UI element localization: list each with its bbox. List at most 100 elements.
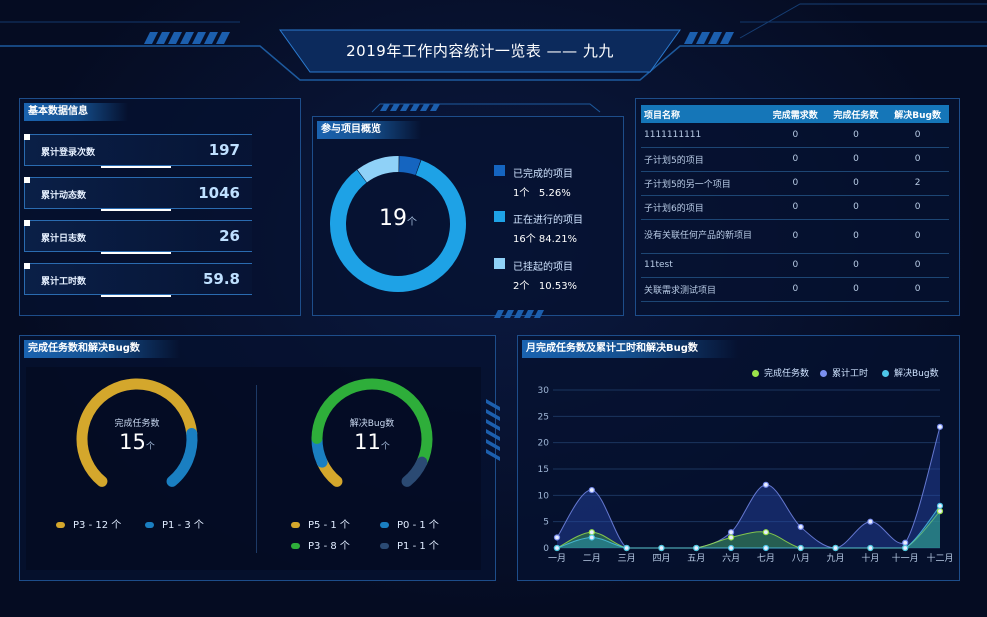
y-tick-label: 15 (538, 465, 549, 475)
col-header-requirements[interactable]: 完成需求数 (765, 105, 826, 123)
chart-legend-hours[interactable]: 累计工时 (820, 366, 868, 379)
data-point[interactable] (867, 518, 874, 525)
legend-bugs-p1[interactable]: P1 - 1 个 (380, 537, 439, 552)
legend-label: P1 - 3 个 (162, 520, 204, 531)
legend-label: 解决Bug数 (894, 369, 939, 379)
data-point[interactable] (797, 544, 804, 552)
tasks-total-unit: 个 (145, 442, 155, 452)
legend-bugs-p0[interactable]: P0 - 1 个 (380, 516, 439, 531)
legend-swatch (494, 165, 505, 176)
x-tick-label: 十二月 (926, 552, 953, 564)
legend-count: 16个 (513, 234, 536, 245)
project-table-wrap[interactable]: 项目名称 完成需求数 完成任务数 解决Bug数 1111111111 0 0 0 子计… (641, 105, 951, 315)
stat-label: 累计日志数 (41, 234, 87, 244)
col-header-project[interactable]: 项目名称 (641, 105, 765, 123)
table-row[interactable]: 子计划6的项目 0 0 0 (641, 195, 949, 220)
cell: 0 (886, 219, 949, 254)
bugs-gauge-label: 解决Bug数 (349, 419, 395, 429)
data-point[interactable] (936, 508, 944, 515)
underline-mark (101, 295, 171, 297)
table-row[interactable]: 关联需求测试项目 0 0 0 (641, 277, 949, 302)
data-point[interactable] (588, 529, 595, 536)
legend-dot (380, 522, 389, 528)
data-point[interactable] (727, 529, 735, 536)
legend-tasks-p1[interactable]: P1 - 3 个 (145, 516, 204, 531)
data-point[interactable] (727, 534, 735, 541)
underline-mark (101, 252, 171, 254)
stat-hours-count: 累计工时数 59.8 (24, 263, 252, 297)
legend-percent: 10.53% (538, 281, 578, 292)
data-point[interactable] (902, 539, 909, 546)
donut-slice-2[interactable] (357, 156, 399, 183)
basic-data-title: 基本数据信息 (24, 103, 128, 121)
legend-label: P5 - 1 个 (308, 520, 350, 531)
legend-dot (56, 522, 65, 528)
data-point[interactable] (588, 534, 595, 541)
chart-legend-tasks[interactable]: 完成任务数 (752, 366, 809, 379)
legend-bugs-p5[interactable]: P5 - 1 个 (291, 516, 350, 531)
gauge-segment-1[interactable] (166, 427, 198, 487)
cell: 0 (765, 253, 826, 278)
data-point[interactable] (936, 423, 944, 430)
gauge-segment-0[interactable] (76, 378, 198, 487)
header-frame (0, 3, 987, 81)
donut-slice-1[interactable] (330, 160, 466, 292)
data-point[interactable] (658, 544, 665, 552)
data-point[interactable] (762, 544, 770, 552)
cell: 0 (765, 171, 826, 196)
chart-legend-bugs[interactable]: 解决Bug数 (882, 366, 939, 379)
y-tick-label: 0 (543, 544, 549, 554)
data-point[interactable] (588, 486, 595, 494)
data-point[interactable] (902, 544, 909, 552)
corner-mark (24, 177, 30, 183)
data-point[interactable] (936, 502, 944, 509)
cell: 0 (886, 123, 949, 148)
y-tick-label: 5 (543, 518, 549, 528)
data-point[interactable] (553, 544, 561, 552)
cell-project: 1111111111 (641, 123, 765, 148)
data-point[interactable] (867, 544, 874, 552)
tasks-gauge-label: 完成任务数 (114, 419, 160, 429)
legend-stats: 1个 5.26% (513, 184, 571, 199)
data-point[interactable] (762, 481, 770, 488)
page-title: 2019年工作内容统计一览表 —— 九九 (346, 42, 614, 60)
x-tick-label: 五月 (687, 553, 705, 564)
cell: 0 (825, 195, 887, 220)
data-point[interactable] (553, 534, 561, 541)
cell: 0 (825, 253, 887, 278)
gauge-segment-3[interactable] (401, 456, 428, 487)
col-header-bugs[interactable]: 解决Bug数 (886, 105, 949, 123)
data-point[interactable] (727, 544, 735, 552)
legend-bugs-p3[interactable]: P3 - 8 个 (291, 537, 350, 552)
legend-label: P3 - 8 个 (308, 541, 350, 552)
cell: 0 (765, 219, 826, 254)
bugs-gauge-total: 11个 (332, 430, 412, 454)
legend-percent: 5.26% (538, 188, 571, 199)
y-tick-label: 30 (538, 386, 550, 396)
table-row[interactable]: 子计划5的另一个项目 0 0 2 (641, 171, 949, 196)
table-row[interactable]: 1111111111 0 0 0 (641, 123, 949, 148)
data-point[interactable] (693, 544, 700, 552)
data-point[interactable] (762, 529, 770, 536)
legend-label: 已挂起的项目 (513, 262, 573, 273)
legend-count: 2个 (513, 281, 530, 292)
x-tick-label: 三月 (618, 553, 636, 564)
legend-tasks-p3[interactable]: P3 - 12 个 (56, 516, 121, 531)
data-point[interactable] (832, 544, 839, 552)
cell: 0 (765, 195, 826, 220)
divider (256, 385, 257, 553)
legend-label: 累计工时 (832, 369, 869, 379)
x-tick-label: 四月 (652, 553, 670, 564)
table-row[interactable]: 11test 0 0 0 (641, 253, 949, 278)
stat-login-count: 累计登录次数 197 (24, 134, 252, 168)
data-point[interactable] (797, 523, 804, 531)
data-point[interactable] (623, 544, 630, 552)
table-row[interactable]: 子计划5的项目 0 0 0 (641, 147, 949, 172)
cell: 0 (886, 147, 949, 172)
table-row[interactable]: 没有关联任何产品的新项目 0 0 0 (641, 219, 949, 254)
col-header-tasks[interactable]: 完成任务数 (825, 105, 887, 123)
donut-slice-0[interactable] (398, 156, 421, 176)
gauge-segment-2[interactable] (311, 378, 433, 468)
projects-donut (330, 156, 466, 292)
legend-count: 1个 (513, 188, 530, 199)
